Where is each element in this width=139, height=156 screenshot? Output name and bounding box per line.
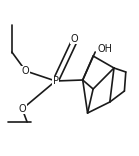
Text: P: P <box>53 76 59 86</box>
Text: O: O <box>71 34 78 44</box>
Text: O: O <box>18 104 26 114</box>
Text: OH: OH <box>97 44 112 54</box>
Text: O: O <box>22 66 29 76</box>
